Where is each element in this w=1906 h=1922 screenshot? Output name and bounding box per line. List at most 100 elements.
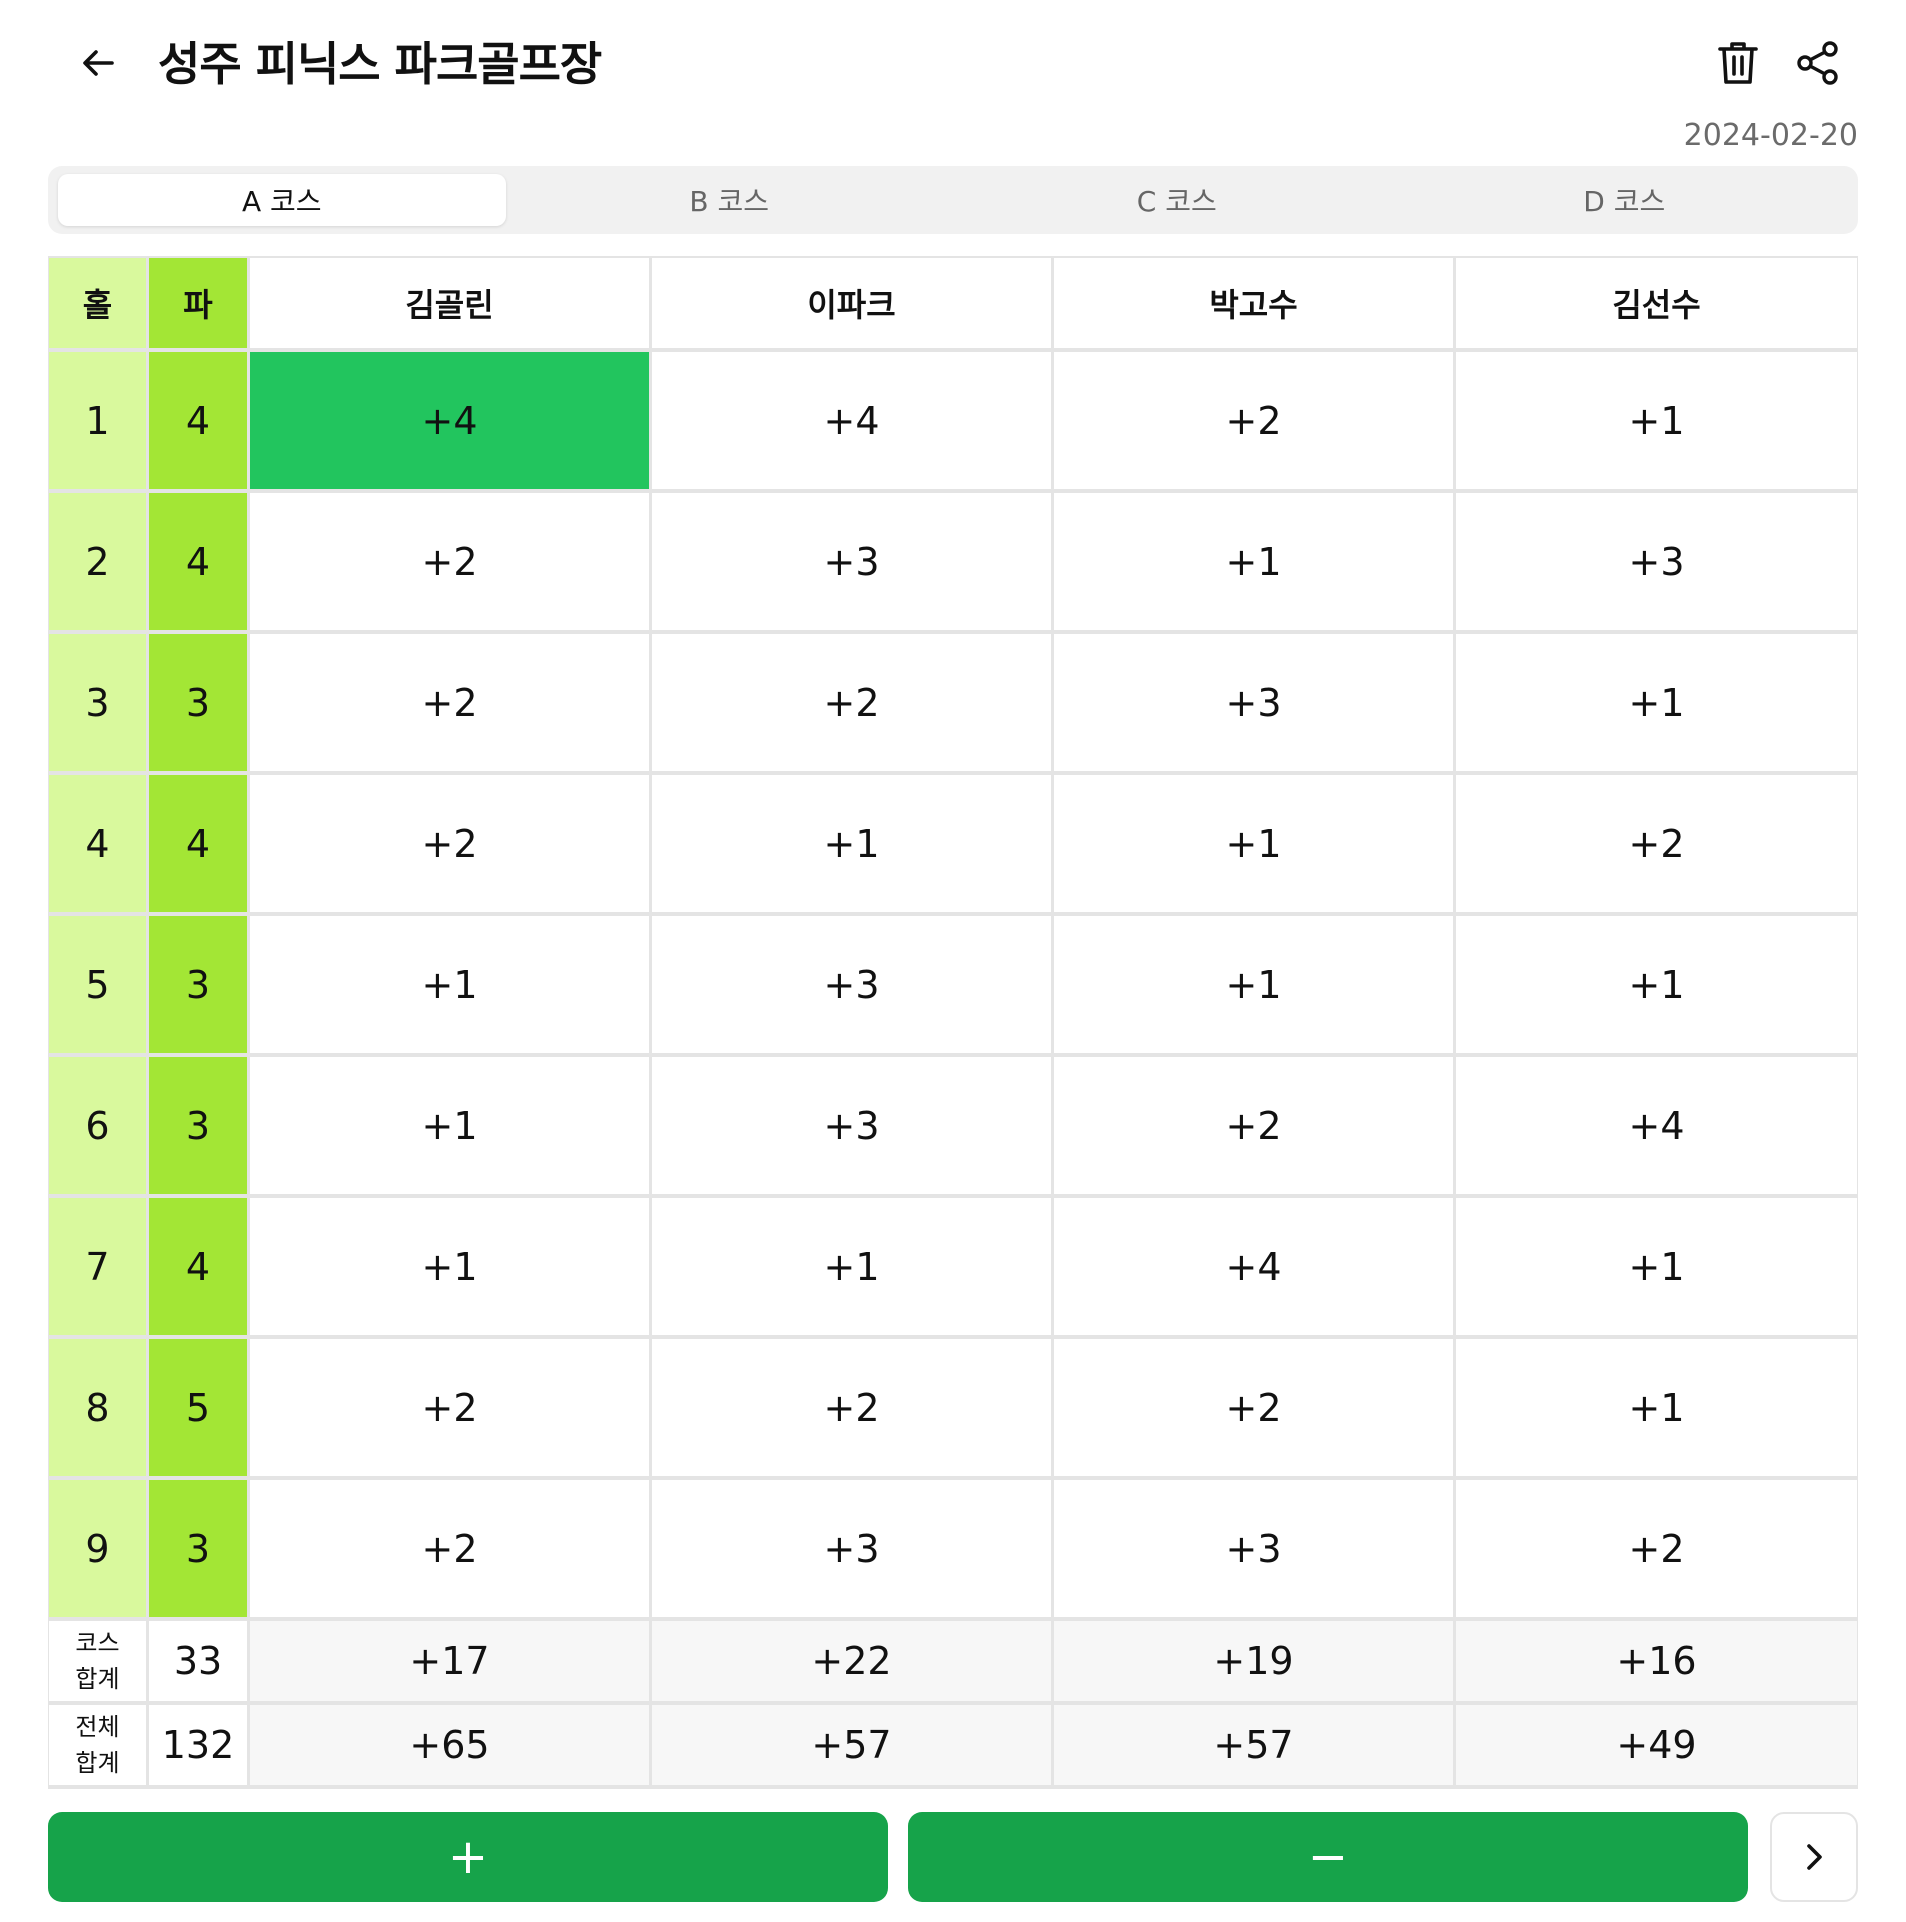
- grand-total-score: +49: [1456, 1705, 1858, 1789]
- par-value: 4: [149, 775, 250, 916]
- grand-total-label-line1: 전체: [75, 1713, 120, 1741]
- score-cell[interactable]: +1: [250, 1198, 652, 1339]
- score-cell[interactable]: +2: [1054, 1339, 1456, 1480]
- score-cell[interactable]: +3: [1456, 493, 1858, 634]
- score-cell[interactable]: +2: [250, 775, 652, 916]
- bottom-controls: + −: [48, 1812, 1858, 1902]
- score-cell-selected[interactable]: +4: [250, 352, 652, 493]
- page-title: 성주 피닉스 파크골프장: [158, 37, 602, 91]
- grand-par-total: 132: [149, 1705, 250, 1789]
- score-cell[interactable]: +1: [250, 1057, 652, 1198]
- tab-course-d[interactable]: D 코스: [1583, 185, 1666, 218]
- course-total-label-line1: 코스: [75, 1629, 120, 1657]
- table-row: 4 4 +2 +1 +1 +2: [48, 775, 1858, 916]
- par-value: 3: [149, 916, 250, 1057]
- grand-total-label: 전체 합계: [48, 1705, 149, 1789]
- score-cell[interactable]: +1: [1456, 352, 1858, 493]
- back-button[interactable]: [70, 35, 126, 91]
- course-total-score: +19: [1054, 1621, 1456, 1705]
- score-cell[interactable]: +3: [1054, 634, 1456, 775]
- hole-number: 5: [48, 916, 149, 1057]
- hole-number: 6: [48, 1057, 149, 1198]
- course-total-score: +22: [652, 1621, 1054, 1705]
- grand-total-score: +57: [1054, 1705, 1456, 1789]
- hole-number: 1: [48, 352, 149, 493]
- increment-button[interactable]: +: [48, 1812, 888, 1902]
- hole-number: 4: [48, 775, 149, 916]
- score-cell[interactable]: +3: [652, 916, 1054, 1057]
- tab-course-a[interactable]: A 코스: [58, 174, 506, 226]
- score-cell[interactable]: +1: [1456, 916, 1858, 1057]
- scorecard-table: 홀 파 김골린 이파크 박고수 김선수 1 4 +4 +4 +2 +1 2 4 …: [48, 256, 1858, 1789]
- par-header: 파: [149, 256, 250, 352]
- score-cell[interactable]: +4: [1456, 1057, 1858, 1198]
- score-cell[interactable]: +3: [1054, 1480, 1456, 1621]
- app-header: 성주 피닉스 파크골프장 2024-02-20: [0, 0, 1906, 153]
- score-cell[interactable]: +2: [250, 634, 652, 775]
- score-cell[interactable]: +3: [652, 493, 1054, 634]
- score-cell[interactable]: +1: [652, 1198, 1054, 1339]
- score-cell[interactable]: +3: [652, 1480, 1054, 1621]
- arrow-left-icon: [83, 50, 114, 76]
- round-date: 2024-02-20: [1683, 118, 1858, 153]
- score-cell[interactable]: +2: [250, 1480, 652, 1621]
- table-row: 2 4 +2 +3 +1 +3: [48, 493, 1858, 634]
- course-total-label: 코스 합계: [48, 1621, 149, 1705]
- score-cell[interactable]: +2: [652, 634, 1054, 775]
- course-tabs: A 코스 B 코스 C 코스 D 코스: [48, 166, 1858, 234]
- score-cell[interactable]: +2: [1054, 1057, 1456, 1198]
- grand-total-label-line2: 합계: [75, 1749, 120, 1777]
- player-header: 김선수: [1456, 256, 1858, 352]
- par-value: 3: [149, 634, 250, 775]
- share-icon: [1797, 41, 1838, 85]
- course-total-row: 코스 합계 33 +17 +22 +19 +16: [48, 1621, 1858, 1705]
- course-total-label-line2: 합계: [75, 1665, 120, 1693]
- table-row: 8 5 +2 +2 +2 +1: [48, 1339, 1858, 1480]
- score-cell[interactable]: +1: [250, 916, 652, 1057]
- score-cell[interactable]: +1: [1456, 1198, 1858, 1339]
- score-cell[interactable]: +1: [1456, 634, 1858, 775]
- score-cell[interactable]: +4: [1054, 1198, 1456, 1339]
- score-cell[interactable]: +2: [250, 493, 652, 634]
- score-cell[interactable]: +1: [1054, 493, 1456, 634]
- table-header-row: 홀 파 김골린 이파크 박고수 김선수: [48, 256, 1858, 352]
- score-cell[interactable]: +3: [652, 1057, 1054, 1198]
- score-cell[interactable]: +1: [1456, 1339, 1858, 1480]
- next-button[interactable]: [1770, 1812, 1858, 1902]
- grand-total-score: +57: [652, 1705, 1054, 1789]
- delete-button[interactable]: [1710, 35, 1766, 91]
- score-cell[interactable]: +1: [1054, 916, 1456, 1057]
- score-cell[interactable]: +2: [250, 1339, 652, 1480]
- score-cell[interactable]: +4: [652, 352, 1054, 493]
- table-row: 7 4 +1 +1 +4 +1: [48, 1198, 1858, 1339]
- table-row: 1 4 +4 +4 +2 +1: [48, 352, 1858, 493]
- table-row: 5 3 +1 +3 +1 +1: [48, 916, 1858, 1057]
- tab-course-c[interactable]: C 코스: [1136, 185, 1217, 218]
- score-cell[interactable]: +2: [1456, 1480, 1858, 1621]
- player-header: 김골린: [250, 256, 652, 352]
- share-button[interactable]: [1790, 35, 1846, 91]
- course-total-score: +17: [250, 1621, 652, 1705]
- hole-number: 9: [48, 1480, 149, 1621]
- hole-number: 8: [48, 1339, 149, 1480]
- par-value: 4: [149, 493, 250, 634]
- score-cell[interactable]: +2: [652, 1339, 1054, 1480]
- hole-number: 7: [48, 1198, 149, 1339]
- grand-total-score: +65: [250, 1705, 652, 1789]
- grand-total-row: 전체 합계 132 +65 +57 +57 +49: [48, 1705, 1858, 1789]
- tab-course-b[interactable]: B 코스: [689, 185, 770, 218]
- hole-number: 2: [48, 493, 149, 634]
- par-value: 3: [149, 1480, 250, 1621]
- par-value: 3: [149, 1057, 250, 1198]
- score-cell[interactable]: +1: [652, 775, 1054, 916]
- player-header: 이파크: [652, 256, 1054, 352]
- score-cell[interactable]: +1: [1054, 775, 1456, 916]
- table-row: 9 3 +2 +3 +3 +2: [48, 1480, 1858, 1621]
- decrement-button[interactable]: −: [908, 1812, 1748, 1902]
- player-header: 박고수: [1054, 256, 1456, 352]
- table-row: 6 3 +1 +3 +2 +4: [48, 1057, 1858, 1198]
- hole-number: 3: [48, 634, 149, 775]
- hole-header: 홀: [48, 256, 149, 352]
- score-cell[interactable]: +2: [1054, 352, 1456, 493]
- score-cell[interactable]: +2: [1456, 775, 1858, 916]
